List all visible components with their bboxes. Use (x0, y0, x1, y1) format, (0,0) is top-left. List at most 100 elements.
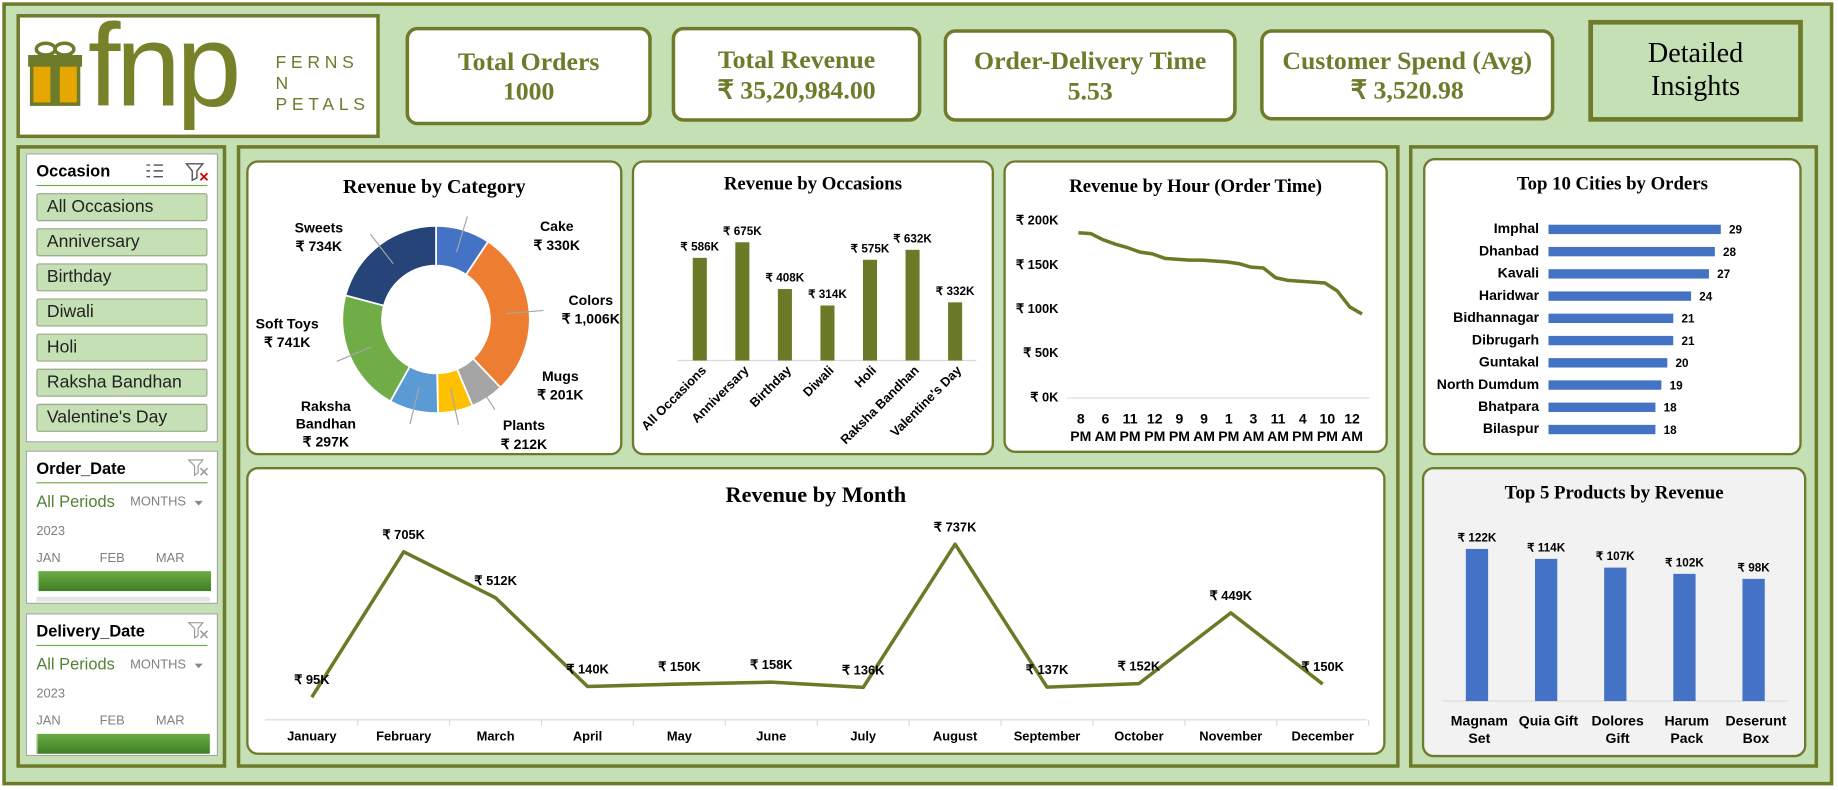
bar (1548, 224, 1721, 235)
x-tick-label: July (850, 729, 877, 744)
y-tick-label: ₹ 0K (1030, 389, 1059, 404)
chart-title: Top 5 Products by Revenue (1504, 483, 1724, 504)
slice-label: Soft Toys (255, 315, 319, 332)
value-label: ₹ 158K (750, 657, 793, 672)
value-label: ₹ 586K (680, 240, 719, 253)
timeline-bar[interactable] (36, 571, 211, 592)
detailed-insights-button[interactable]: Detailed Insights (1588, 19, 1803, 122)
slicer-item[interactable]: Valentine's Day (36, 403, 208, 432)
slicer-item[interactable]: Birthday (36, 263, 208, 292)
x-tick-label: February (376, 729, 432, 744)
x-tick-label: 6 AM (1094, 410, 1117, 445)
bar (1534, 558, 1558, 702)
value-label: 18 (1664, 424, 1678, 437)
value-label: ₹ 114K (1527, 541, 1566, 554)
value-label: ₹ 737K (934, 519, 977, 534)
timeline-bar[interactable] (36, 733, 210, 754)
kpi-value: 5.53 (1067, 75, 1113, 105)
slicer-title: Occasion (36, 161, 111, 181)
kpi-card: Order-Delivery Time 5.53 (943, 29, 1237, 122)
brand-line: PETALS (275, 94, 370, 115)
slicer-item[interactable]: Anniversary (36, 228, 208, 257)
divider (36, 482, 208, 484)
x-tick-label: June (756, 729, 786, 744)
slicer-item[interactable]: Diwali (36, 298, 208, 327)
y-tick-label: Dhanbad (1479, 242, 1539, 258)
slicer-item[interactable]: Holi (36, 333, 208, 362)
leader-line (336, 346, 372, 363)
month: MAR (155, 551, 185, 566)
y-tick-label: Bilaspur (1483, 420, 1540, 436)
brand-line: N (275, 73, 293, 94)
clear-filter-icon[interactable] (186, 619, 212, 640)
bar (1742, 578, 1765, 702)
kpi-card: Total Orders 1000 (405, 26, 652, 126)
x-tick-label: 11 PM (1119, 410, 1141, 445)
clear-filter-icon[interactable] (186, 456, 212, 477)
x-tick-label: 12 AM (1341, 410, 1363, 445)
y-tick-label: Kavali (1498, 265, 1539, 281)
bar (1465, 548, 1489, 702)
chart-title: Revenue by Occasions (723, 174, 903, 195)
slicer-item[interactable]: Raksha Bandhan (36, 368, 208, 397)
dropdown-caret (194, 663, 203, 669)
value-label: 19 (1670, 379, 1684, 392)
y-tick-label: North Dumdum (1437, 376, 1539, 392)
bar (777, 289, 792, 361)
value-label: ₹ 332K (936, 285, 975, 298)
value-label: ₹ 449K (1210, 588, 1253, 603)
scrollbar (36, 596, 210, 602)
x-tick-label: April (573, 729, 602, 744)
slice-value-label: ₹ 212K (500, 435, 548, 453)
x-tick-label: Diwali (800, 363, 837, 400)
kpi-title: Total Revenue (717, 44, 876, 74)
leader-line (450, 388, 460, 425)
value-label: ₹ 632K (893, 232, 932, 245)
x-tick-label: October (1114, 729, 1163, 744)
period-level[interactable]: MONTHS (130, 657, 186, 672)
value-label: ₹ 150K (1301, 659, 1344, 674)
slice-label: Mugs (541, 368, 579, 385)
x-tick-label: Deserunt Box (1725, 712, 1787, 747)
chart: Imphal 29 Dhanbad 28 Kavali 27 Haridwar 24 Bidha… (1437, 220, 1743, 437)
chart: ₹ 122K ₹ 114K ₹ 107K ₹ 102K ₹ 98K (1442, 531, 1788, 702)
x-tick-label: 9 PM (1168, 410, 1190, 445)
chart-title: Revenue by Category (342, 175, 526, 198)
value-label: ₹ 137K (1026, 662, 1069, 677)
slicer-item[interactable]: All Occasions (36, 193, 208, 222)
y-tick-label: ₹ 150K (1016, 257, 1059, 272)
slice-label: Cake (539, 218, 574, 235)
slice-value-label: ₹ 201K (537, 386, 584, 404)
leader-line (455, 216, 468, 253)
chart-card: Revenue by Category Cake ₹ 330K Colors ₹ 1,… (246, 160, 623, 456)
bar (1548, 335, 1674, 346)
x-tick-label: March (477, 729, 515, 744)
x-tick-label: January (287, 729, 337, 744)
bar (1548, 269, 1709, 279)
chart-title: Revenue by Hour (Order Time) (1069, 176, 1323, 197)
chart-card: Top 10 Cities by Orders Imphal 29 Dhanbad 2… (1423, 158, 1802, 456)
bar (1548, 424, 1656, 435)
bar (948, 302, 963, 361)
donut-slice (341, 294, 411, 403)
value-label: ₹ 122K (1458, 531, 1497, 544)
bar (1548, 358, 1668, 368)
x-tick-label: November (1199, 729, 1262, 744)
x-tick-label: Magnam Set (1450, 712, 1508, 747)
chart-title: Revenue by Month (725, 483, 907, 508)
value-label: ₹ 95K (294, 672, 330, 687)
kpi-value: ₹ 3,520.98 (1350, 74, 1464, 105)
x-tick-label: Dolores Gift (1591, 712, 1644, 747)
delivery-date-timeline: Delivery_Date All Periods MONTHS 2023 JA… (25, 613, 219, 757)
x-tick-label: 8 PM (1070, 410, 1092, 445)
bar (1548, 402, 1656, 412)
button-label[interactable]: Detailed Insights (1647, 38, 1744, 102)
bar (1548, 380, 1662, 390)
slice-label: Colors (568, 292, 614, 309)
value-label: 28 (1723, 246, 1737, 259)
x-tick-label: 10 PM (1316, 410, 1338, 445)
x-tick-label: 12 PM (1144, 410, 1166, 445)
period-level[interactable]: MONTHS (130, 495, 186, 510)
